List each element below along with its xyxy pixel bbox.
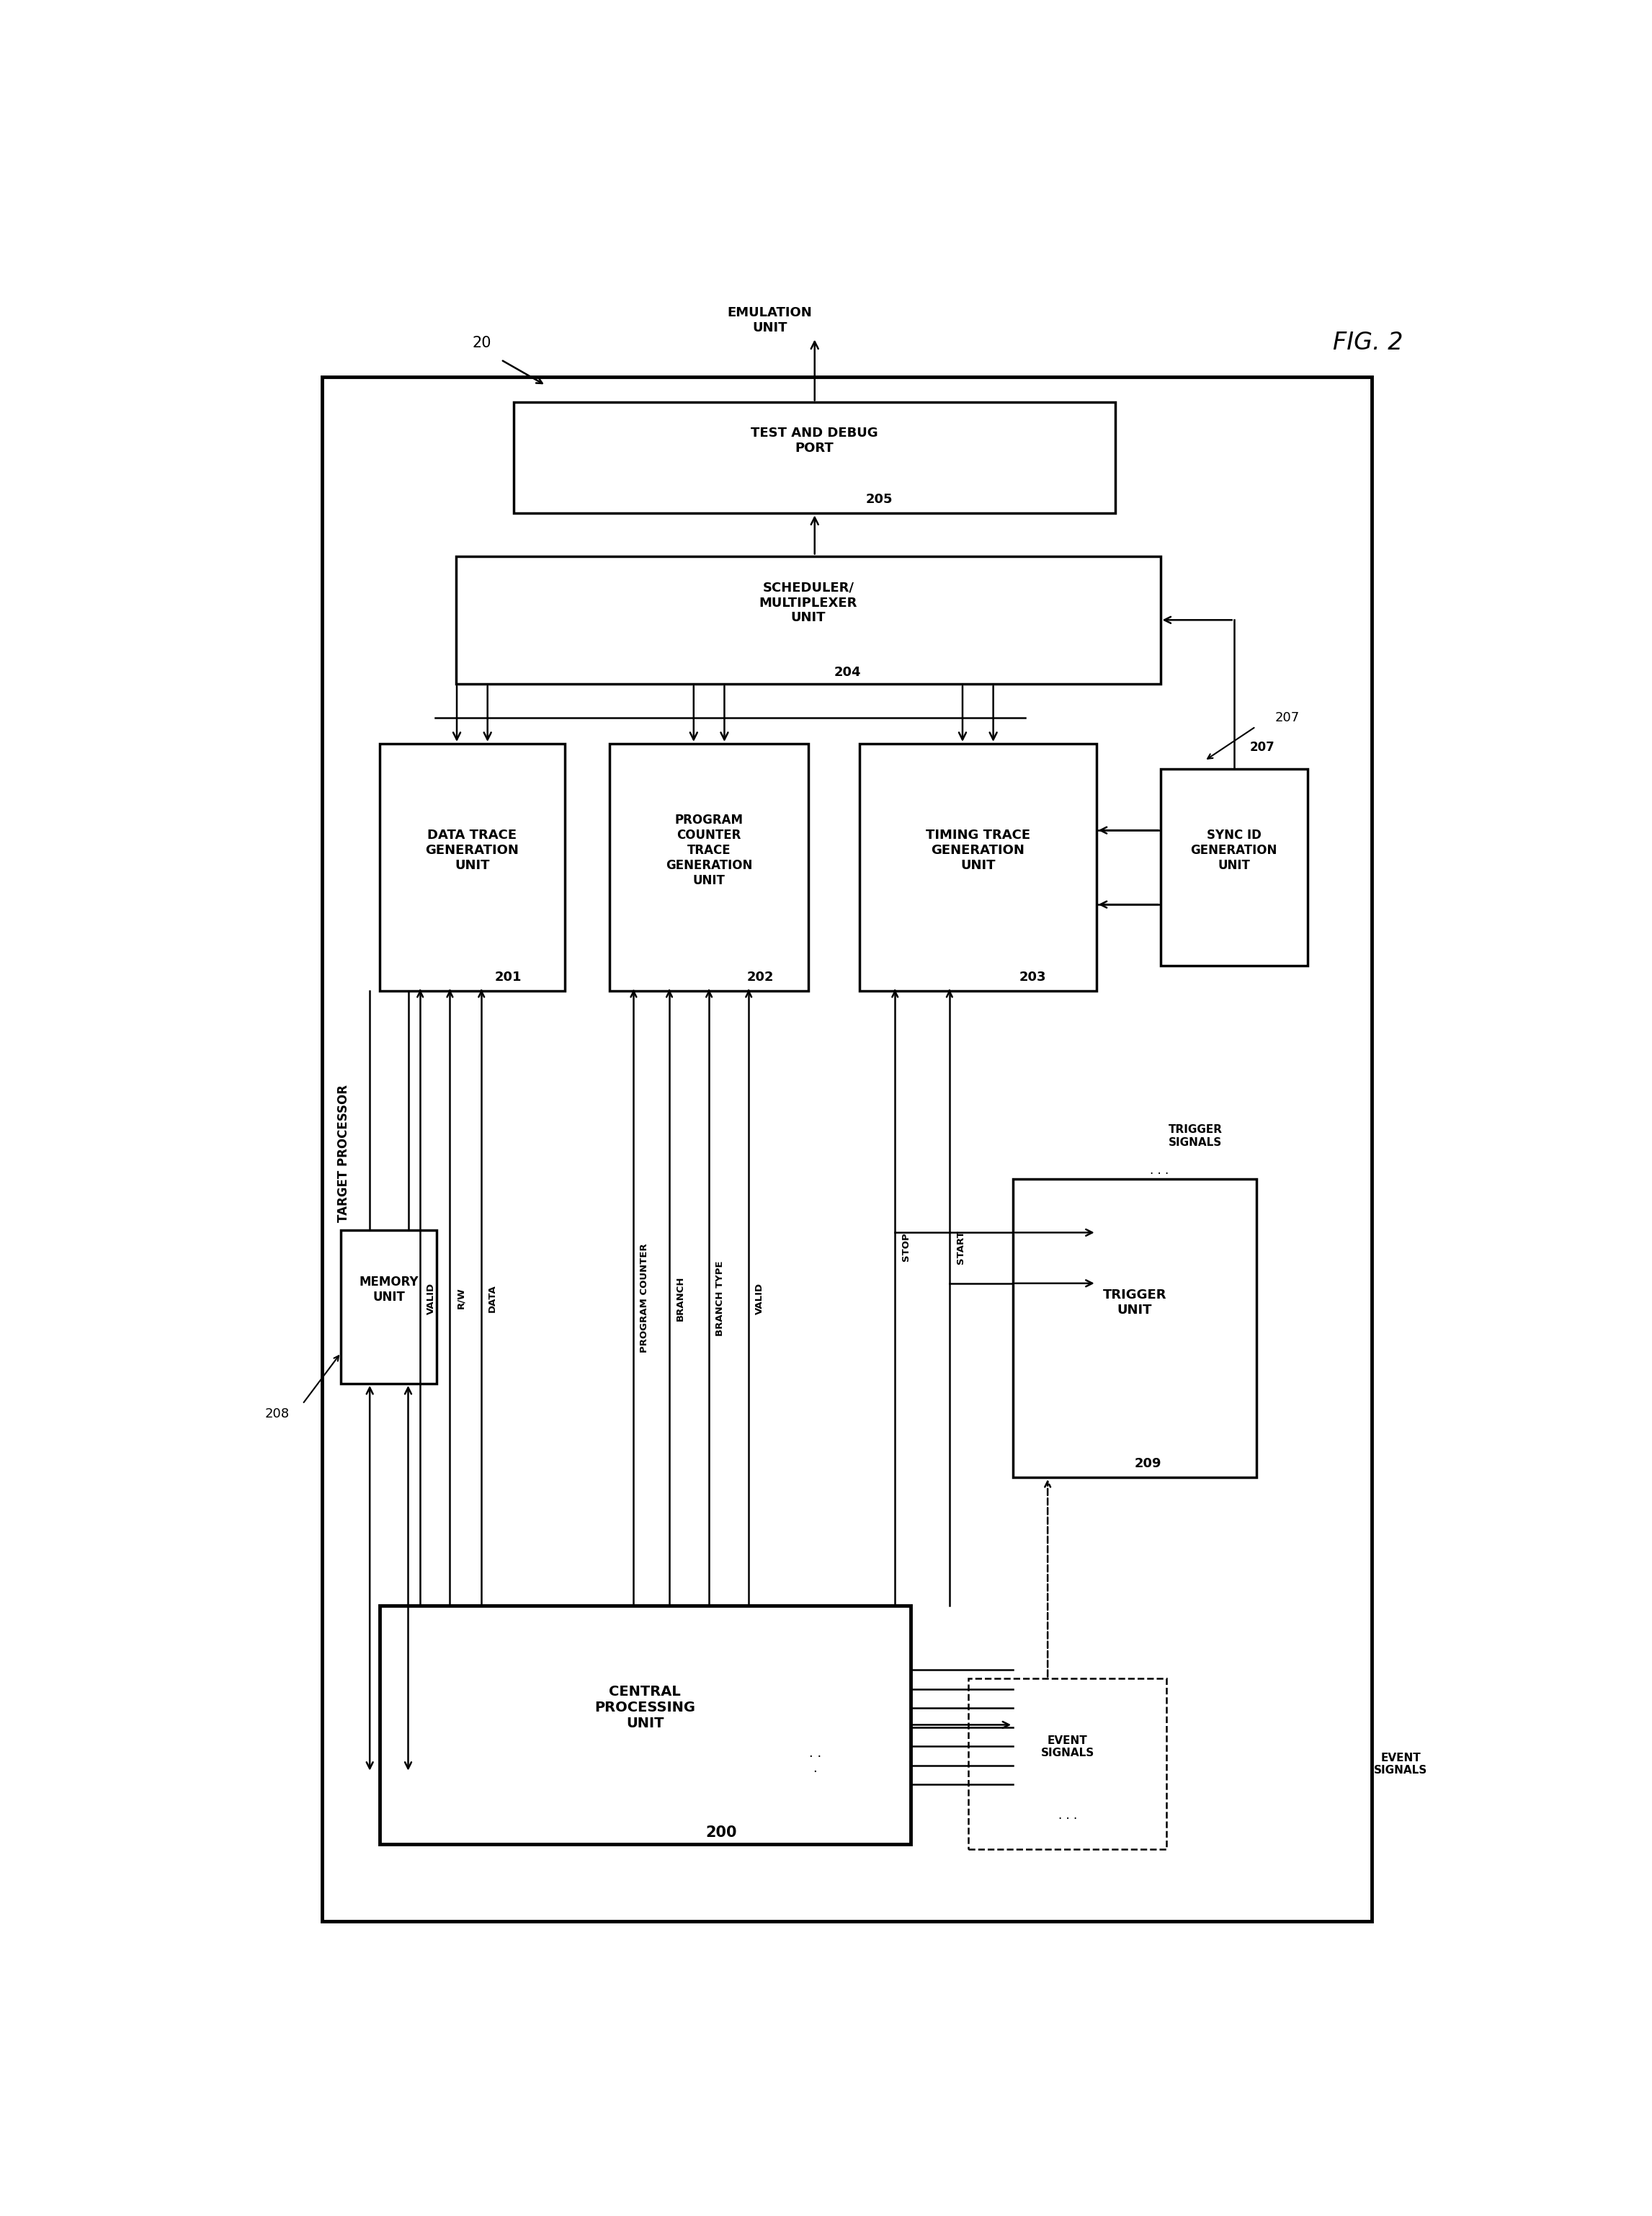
Bar [610,745,808,991]
Text: SCHEDULER/
MULTIPLEXER
UNIT: SCHEDULER/ MULTIPLEXER UNIT [760,581,857,625]
Bar [859,745,1097,991]
Text: CENTRAL
PROCESSING
UNIT: CENTRAL PROCESSING UNIT [595,1684,695,1731]
Text: TRIGGER
UNIT: TRIGGER UNIT [1104,1287,1166,1316]
Text: TEST AND DEBUG
PORT: TEST AND DEBUG PORT [752,428,879,454]
Text: FIG. 2: FIG. 2 [1333,330,1404,355]
Text: 201: 201 [494,971,522,984]
Text: 207: 207 [1275,711,1300,725]
Text: . . .: . . . [1150,1163,1168,1177]
Bar [380,1604,910,1844]
Text: 202: 202 [747,971,773,984]
Text: EMULATION
UNIT: EMULATION UNIT [727,306,813,335]
Bar [380,745,565,991]
Text: 200: 200 [705,1826,737,1839]
Text: PROGRAM
COUNTER
TRACE
GENERATION
UNIT: PROGRAM COUNTER TRACE GENERATION UNIT [666,813,752,886]
Bar [322,377,1371,1921]
Text: DATA TRACE
GENERATION
UNIT: DATA TRACE GENERATION UNIT [425,829,519,871]
Text: VALID: VALID [426,1283,436,1314]
Text: . .
.: . . . [809,1746,821,1775]
Bar [1013,1179,1257,1478]
Text: TARGET PROCESSOR: TARGET PROCESSOR [337,1084,350,1221]
Text: EVENT
SIGNALS: EVENT SIGNALS [1374,1753,1427,1775]
Text: R/W: R/W [456,1287,466,1310]
Text: SYNC ID
GENERATION
UNIT: SYNC ID GENERATION UNIT [1191,829,1277,871]
Text: 208: 208 [264,1407,289,1420]
Text: 207: 207 [1251,740,1275,753]
Bar [968,1680,1166,1850]
Text: BRANCH TYPE: BRANCH TYPE [715,1261,725,1336]
Text: VALID: VALID [755,1283,765,1314]
Text: 20: 20 [472,335,491,350]
Text: 205: 205 [866,494,892,505]
Text: STOP: STOP [902,1232,910,1261]
Text: START: START [957,1230,965,1263]
Text: 209: 209 [1135,1458,1161,1469]
Text: DATA: DATA [487,1285,497,1312]
Bar [456,556,1160,685]
Text: 203: 203 [1019,971,1046,984]
Text: TIMING TRACE
GENERATION
UNIT: TIMING TRACE GENERATION UNIT [925,829,1031,871]
Bar [340,1230,436,1383]
Text: EVENT
SIGNALS: EVENT SIGNALS [1041,1735,1094,1760]
Bar [514,403,1115,514]
Text: PROGRAM COUNTER: PROGRAM COUNTER [639,1243,649,1354]
Bar [1160,769,1308,966]
Text: MEMORY
UNIT: MEMORY UNIT [358,1276,418,1303]
Text: TRIGGER
SIGNALS: TRIGGER SIGNALS [1168,1124,1222,1148]
Text: . . .: . . . [1057,1808,1077,1822]
Text: 204: 204 [834,665,861,678]
Text: BRANCH: BRANCH [676,1276,686,1321]
